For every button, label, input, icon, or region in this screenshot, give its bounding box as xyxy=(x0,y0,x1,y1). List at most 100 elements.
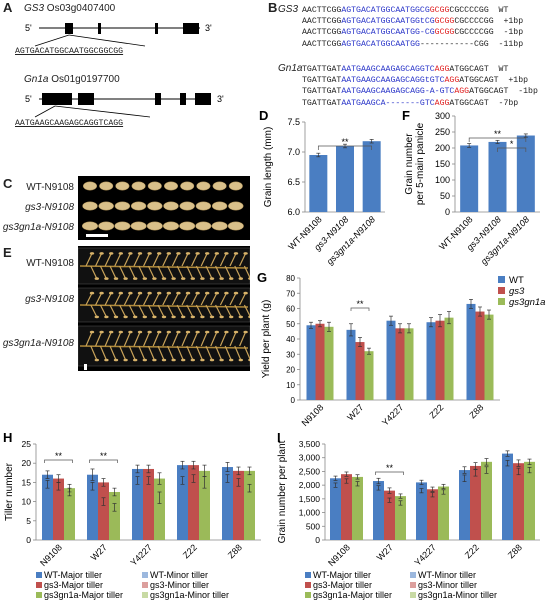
bar-minor xyxy=(87,486,98,540)
gn1a-seq-segment: AATGAAGCA-------GTC xyxy=(341,98,435,108)
bar xyxy=(330,478,341,540)
bar-minor xyxy=(416,490,427,540)
b-gs3-alignment: AACTTCGGAGTGACATGGCAATGGCGGCGGCGCCCCGG W… xyxy=(302,5,523,50)
gn1a-seq-row: TGATTGATAATGAAGCAAGAGCAGGTCAGGATGGCAGT W… xyxy=(302,64,538,75)
y-tick-label: 7.0 xyxy=(287,147,300,157)
grain xyxy=(162,221,180,231)
legend-label: gs3 xyxy=(509,286,525,297)
gn1a-seq-segment: TGATTGAT xyxy=(302,87,342,97)
grain xyxy=(211,201,228,211)
gs3-mutation-tag: +1bp xyxy=(493,17,524,27)
bar-minor xyxy=(244,488,255,540)
grain xyxy=(146,221,163,231)
bar xyxy=(395,328,405,400)
legend-swatch xyxy=(498,287,505,294)
panicle-photo xyxy=(78,246,250,371)
bar xyxy=(109,492,120,540)
significance-bracket xyxy=(375,471,404,475)
significance-label: ** xyxy=(100,451,108,461)
grain xyxy=(98,221,115,231)
bar-minor xyxy=(177,480,188,540)
y-tick-label: 20 xyxy=(286,366,295,375)
legend-label: gs3gn1a-Major tiller xyxy=(313,590,392,600)
grain xyxy=(114,221,131,231)
gn1a-locus: Os01g0197700 xyxy=(51,74,120,85)
legend-label: gs3-Major tiller xyxy=(313,580,372,590)
grain xyxy=(130,201,147,211)
grain xyxy=(227,221,244,231)
bar xyxy=(352,476,363,540)
x-tick-label: N9108 xyxy=(326,542,352,568)
gn1a-target-seq: AATGAAGCAAGAGCAGGTCAGG xyxy=(15,119,124,128)
x-tick-label: W27 xyxy=(375,542,395,562)
bar xyxy=(315,323,325,400)
y-axis-label: Grain length (mm) xyxy=(263,127,274,208)
bar-minor xyxy=(53,486,64,540)
gn1a-gene-title: Gn1a Os01g0197700 xyxy=(24,74,120,85)
grain xyxy=(228,201,244,211)
bar xyxy=(373,481,384,540)
x-tick-label: W27 xyxy=(89,542,109,562)
bar xyxy=(324,326,334,400)
gs3-seq-segment: AACTTCGG xyxy=(302,6,342,15)
x-tick-label: Z88 xyxy=(506,542,524,560)
y-tick-label: 30 xyxy=(286,350,295,359)
y-tick-label: 6.5 xyxy=(287,177,300,187)
bar xyxy=(346,329,356,400)
x-tick-label: gs3gn1a-N9108 xyxy=(325,214,377,266)
bar xyxy=(488,141,507,212)
y-tick-label: 500 xyxy=(306,521,320,531)
x-tick-label: N9108 xyxy=(300,402,326,428)
bar xyxy=(524,461,535,540)
gn1a-seq-segment: ATGGCAGT xyxy=(469,87,509,97)
x-tick-label: Z22 xyxy=(463,542,481,560)
chart-g-yield: G 0 10 20 30 40 50 60 70 80 Yield per plant (g) N91… xyxy=(257,270,545,428)
y-tick-label: 1,500 xyxy=(299,494,321,504)
y-tick-label: 50 xyxy=(440,191,450,201)
gn1a-seq-segment: AATGAAGCAAGAGCAGGTC xyxy=(341,65,435,74)
gs3-seq-segment: AGTGACATGGCAATGG-CG xyxy=(341,28,435,38)
significance-label: * xyxy=(510,139,514,149)
bar xyxy=(484,314,494,400)
y-tick-label: 0 xyxy=(445,207,450,217)
grain xyxy=(115,181,130,191)
legend-label: gs3-Minor tiller xyxy=(150,580,209,590)
legend-swatch xyxy=(498,276,505,283)
gs3-seq-segment: GCGG xyxy=(434,28,455,38)
b-gn1a-alignment: TGATTGATAATGAAGCAAGAGCAGGTCAGGATGGCAGT W… xyxy=(302,64,538,109)
b-gn1a-gene: Gn1a xyxy=(278,63,303,74)
gn1a-seq-segment: AGG xyxy=(454,87,470,97)
gn1a-seq-segment: ATGGCAGT xyxy=(449,65,489,74)
bar-minor xyxy=(395,502,406,540)
significance-label: ** xyxy=(55,451,63,461)
grain xyxy=(147,181,162,191)
y-tick-label: 7.5 xyxy=(287,117,300,127)
significance-bracket xyxy=(350,307,370,311)
gn1a-seq-segment: TGATTGAT xyxy=(302,76,342,86)
e-row-label-gs3: gs3-N9108 xyxy=(25,294,74,305)
bar xyxy=(502,453,513,540)
grain xyxy=(179,201,195,211)
y-tick-label: 60 xyxy=(286,305,295,314)
panel-label-a: A xyxy=(3,0,13,15)
y-tick-label: 10 xyxy=(286,381,295,390)
x-tick-label: W27 xyxy=(345,402,365,422)
bar-minor xyxy=(438,492,449,540)
b-gs3-gene: GS3 xyxy=(278,4,299,15)
gs3-seq-segment: AGTGACATGGCAATGGtCG xyxy=(341,17,435,27)
y-tick-label: 3,500 xyxy=(299,439,321,449)
legend-swatch xyxy=(36,572,42,578)
gs3-target-seq: AGTGACATGGCAATGGCGGCGG xyxy=(15,47,124,56)
bar-minor xyxy=(42,484,53,540)
gn1a-seq-segment: AGG xyxy=(434,65,450,74)
grain xyxy=(180,181,195,191)
gs3-seq-row: AACTTCGGAGTGACATGGCAATGGCGGCGGCGCCCCGG W… xyxy=(302,5,523,16)
gs3-seq-segment: AGTGACATGGCAATGGCG xyxy=(341,6,430,15)
bar xyxy=(53,478,64,540)
bar xyxy=(459,470,470,540)
gs3-seq-segment: CGCCCCGG xyxy=(454,28,494,38)
legend-label: WT-Major tiller xyxy=(44,570,102,580)
y-tick-label: 70 xyxy=(286,289,295,298)
grain xyxy=(179,221,196,231)
